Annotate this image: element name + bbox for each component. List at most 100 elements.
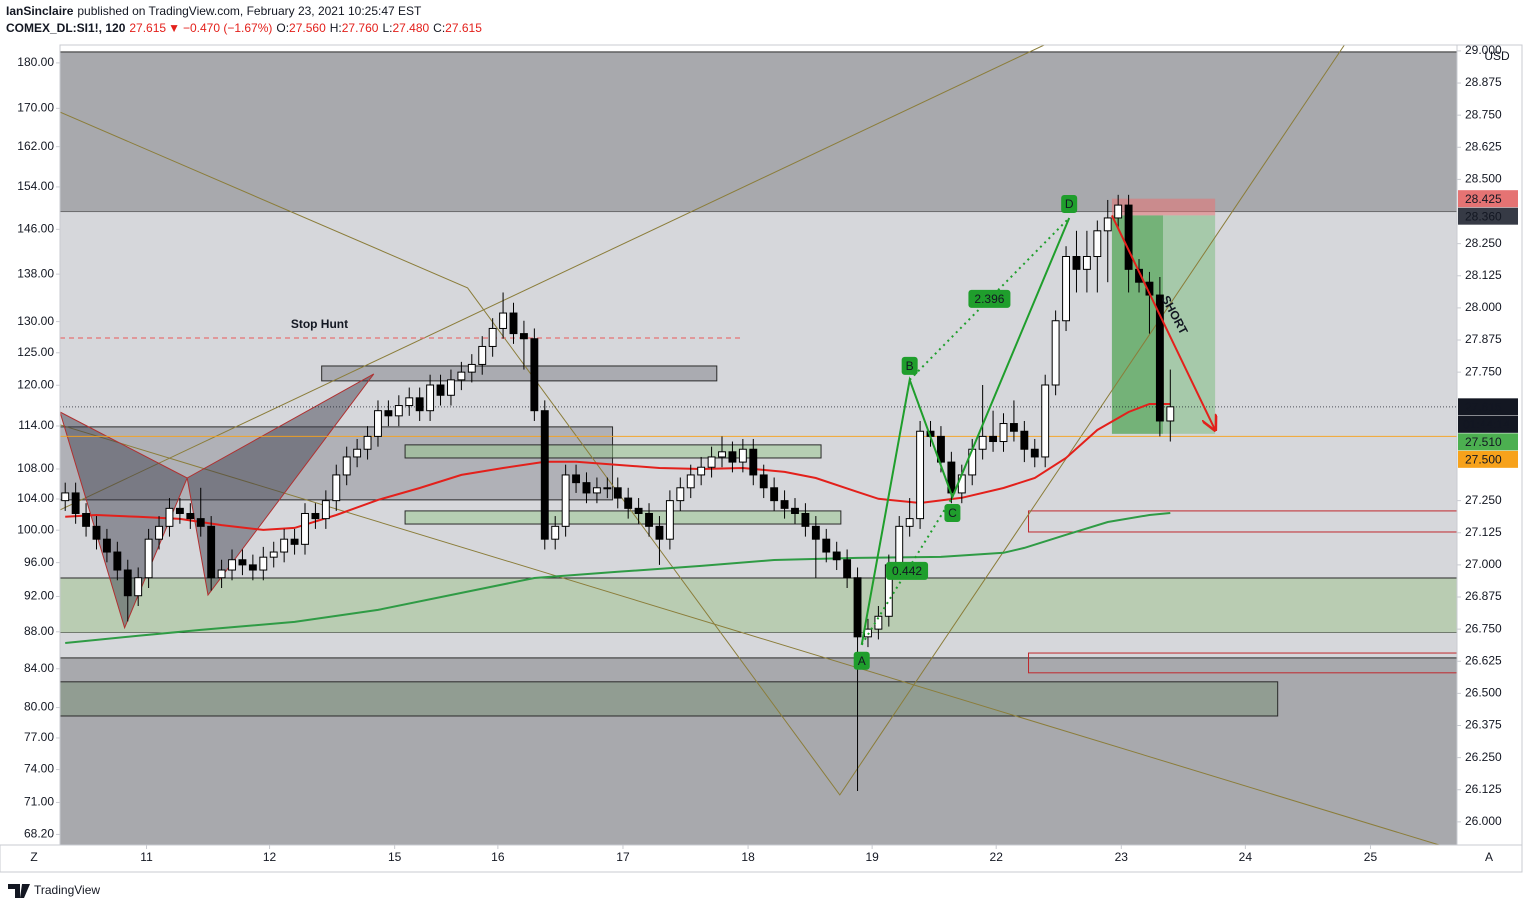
- y2-tick-label: 125.00: [17, 345, 54, 359]
- published: published on TradingView.com, February 2…: [77, 4, 422, 18]
- candle-body: [686, 474, 695, 489]
- candle-body: [436, 384, 445, 396]
- candle-body: [384, 410, 393, 417]
- y-tick-label: 28.875: [1465, 75, 1502, 89]
- y2-tick-label: 114.00: [18, 418, 54, 432]
- auto-scale-z[interactable]: Z: [30, 850, 37, 864]
- candle-body: [499, 312, 508, 329]
- candle-body: [71, 492, 80, 514]
- tradingview-logo: TradingView: [8, 883, 100, 898]
- zone: [60, 632, 1457, 658]
- x-tick-label: 15: [388, 850, 402, 864]
- point-label: B: [906, 359, 914, 373]
- y-tick-label: 28.625: [1465, 139, 1502, 153]
- price-label-box: [1458, 450, 1518, 468]
- change-arrow: ▼: [168, 21, 180, 35]
- candle-body: [332, 474, 341, 502]
- y-tick-label: 28.125: [1465, 268, 1502, 282]
- auto-scale-a[interactable]: A: [1485, 850, 1493, 864]
- candle-body: [1166, 406, 1175, 422]
- x-tick-label: 12: [263, 850, 277, 864]
- ohlc-value: 27.760: [342, 21, 379, 35]
- axes: 29.000 28.875 28.750 28.625 28.500 28.250 28.1…: [17, 43, 1518, 864]
- candle-body: [478, 345, 487, 365]
- abcd-legs: [860, 217, 1071, 645]
- candle-body: [937, 435, 945, 463]
- y-tick-label: 28.500: [1465, 172, 1502, 186]
- countdown: 01:44:14: [1463, 418, 1510, 432]
- candle-body: [1051, 320, 1060, 386]
- stop-hunt-label: Stop Hunt: [291, 317, 348, 331]
- publish-line: IanSinclaire published on TradingView.com…: [6, 4, 422, 18]
- x-tick-label: 17: [616, 850, 630, 864]
- zone: [404, 510, 842, 525]
- candle-body: [770, 487, 779, 502]
- candle-body: [540, 410, 549, 540]
- y2-tick-label: 100.00: [17, 522, 54, 536]
- candle-body: [186, 512, 195, 520]
- candle-body: [1135, 268, 1143, 283]
- ohlc-key: L:: [382, 21, 392, 35]
- candle-body: [957, 474, 966, 494]
- logo-mark: [8, 884, 30, 898]
- y2-tick-label: 80.00: [24, 700, 54, 714]
- y-tick-label: 28.750: [1465, 107, 1502, 121]
- candle-body: [123, 569, 132, 597]
- candle-body: [978, 435, 987, 450]
- point-label: C: [948, 506, 957, 520]
- candle-body: [175, 507, 184, 514]
- y2-tick-label: 170.00: [17, 101, 54, 115]
- zone: [321, 365, 718, 382]
- ohlc-key: H:: [330, 21, 342, 35]
- candle-body: [801, 512, 810, 527]
- price-label-box: [1458, 207, 1518, 225]
- ratio-box: [968, 289, 1011, 308]
- x-tick-label: 19: [865, 850, 879, 864]
- candle-body: [1155, 294, 1164, 422]
- x-tick-label: 23: [1115, 850, 1129, 864]
- candle-body: [916, 430, 925, 520]
- point-box: [1061, 194, 1078, 213]
- y2-tick-label: 88.00: [24, 624, 54, 638]
- candle-body: [457, 371, 466, 381]
- candle-body: [102, 538, 111, 553]
- y2-tick-label: 146.00: [17, 222, 54, 236]
- candle-body: [165, 507, 174, 527]
- price-label-box: [1458, 433, 1518, 451]
- candle-body: [843, 559, 852, 579]
- candle-body: [1041, 384, 1050, 458]
- short-arrow: [1111, 214, 1215, 430]
- candle-body: [592, 487, 601, 494]
- moving-average: [65, 512, 1171, 644]
- candle-body: [1062, 256, 1070, 322]
- x-tick-label: 11: [140, 850, 153, 864]
- candle-body: [1114, 204, 1123, 219]
- zone: [60, 577, 1457, 634]
- candle-body: [238, 559, 247, 566]
- candle-body: [1009, 423, 1018, 432]
- candle-body: [509, 312, 518, 335]
- candle-body: [780, 500, 789, 509]
- candle-body: [113, 551, 122, 571]
- candle-body: [311, 512, 320, 520]
- y-tick-label: 26.125: [1465, 782, 1502, 796]
- candle-body: [290, 538, 299, 545]
- candle-body: [488, 327, 497, 347]
- ratio-label: 2.396: [974, 292, 1004, 306]
- y-tick-label: 27.875: [1465, 332, 1502, 346]
- position-filled: [1111, 215, 1164, 434]
- y-tick-label: 27.750: [1465, 364, 1502, 378]
- candle-body: [561, 474, 570, 527]
- candle-body: [363, 435, 372, 450]
- author: IanSinclaire: [6, 4, 74, 18]
- candle-body: [1093, 230, 1102, 258]
- change: −0.470 (−1.67%): [183, 21, 272, 35]
- candle-body: [280, 538, 289, 553]
- y-tick-label: 26.000: [1465, 814, 1502, 828]
- x-tick-label: 22: [990, 850, 1004, 864]
- candle-body: [551, 525, 560, 540]
- y2-tick-label: 77.00: [24, 730, 54, 744]
- candle-body: [196, 518, 205, 527]
- candle-body: [582, 482, 591, 494]
